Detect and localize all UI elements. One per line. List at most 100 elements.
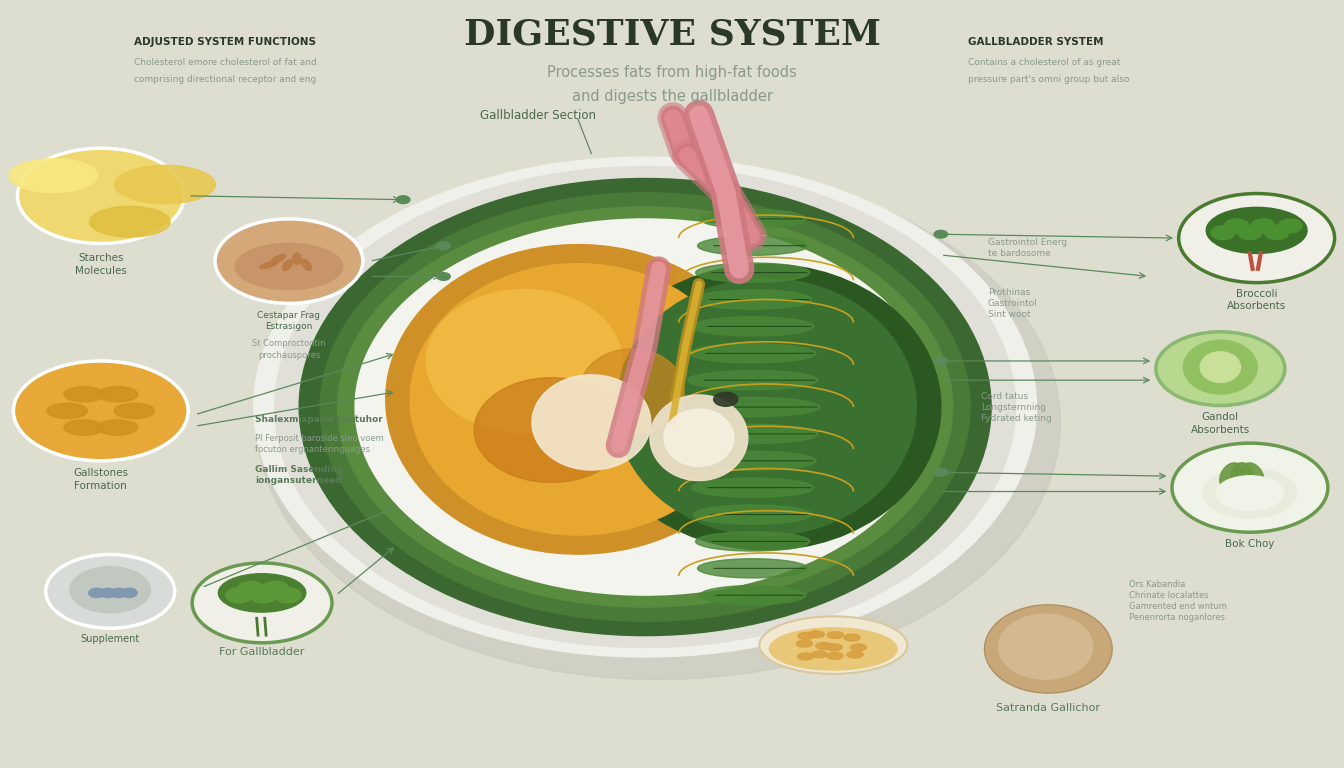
Text: Gallim Sasending
iongansuterneed: Gallim Sasending iongansuterneed — [255, 465, 344, 485]
Circle shape — [1172, 443, 1328, 532]
Ellipse shape — [616, 279, 917, 535]
Circle shape — [714, 392, 738, 406]
Text: St Comproctontin
prochauspores: St Comproctontin prochauspores — [253, 339, 325, 359]
Ellipse shape — [844, 633, 860, 640]
Text: Gandol
Absorbents: Gandol Absorbents — [1191, 412, 1250, 435]
Circle shape — [437, 242, 450, 250]
Text: Shalexmixparal contuhor: Shalexmixparal contuhor — [255, 415, 383, 424]
Ellipse shape — [1216, 476, 1284, 511]
Ellipse shape — [1183, 340, 1258, 394]
Text: Supplement: Supplement — [81, 634, 140, 644]
Circle shape — [1156, 332, 1285, 406]
Ellipse shape — [1207, 207, 1308, 253]
Ellipse shape — [798, 640, 814, 647]
Ellipse shape — [9, 159, 98, 193]
Circle shape — [46, 554, 175, 628]
Ellipse shape — [698, 559, 808, 578]
Ellipse shape — [833, 634, 849, 641]
Text: pressure part's omni group but also: pressure part's omni group but also — [968, 75, 1129, 84]
Ellipse shape — [694, 290, 812, 310]
Circle shape — [89, 588, 105, 598]
Ellipse shape — [1231, 462, 1253, 490]
Circle shape — [226, 588, 253, 603]
Ellipse shape — [386, 244, 770, 554]
Text: ADJUSTED SYSTEM FUNCTIONS: ADJUSTED SYSTEM FUNCTIONS — [134, 37, 316, 48]
Ellipse shape — [793, 652, 809, 659]
Ellipse shape — [282, 260, 293, 270]
Circle shape — [934, 357, 948, 365]
Ellipse shape — [1200, 352, 1241, 382]
Text: Gallstones
Formation: Gallstones Formation — [74, 468, 128, 491]
Text: Satranda Gallichor: Satranda Gallichor — [996, 703, 1101, 713]
FancyArrowPatch shape — [673, 118, 684, 151]
Circle shape — [99, 588, 116, 598]
Text: Cestapar Frag
Estrasigon: Cestapar Frag Estrasigon — [258, 311, 320, 331]
Ellipse shape — [90, 207, 171, 237]
Circle shape — [70, 567, 151, 613]
Ellipse shape — [410, 263, 746, 535]
Circle shape — [13, 361, 188, 461]
Ellipse shape — [691, 316, 813, 336]
Ellipse shape — [695, 532, 809, 551]
FancyArrowPatch shape — [687, 155, 724, 190]
Text: Starches
Molecules: Starches Molecules — [75, 253, 126, 276]
Ellipse shape — [301, 260, 312, 270]
Circle shape — [192, 563, 332, 643]
Ellipse shape — [579, 349, 684, 435]
Circle shape — [215, 219, 363, 303]
Text: Gastrointol Energ
te bardosome: Gastrointol Energ te bardosome — [988, 238, 1067, 258]
Ellipse shape — [63, 420, 103, 435]
Ellipse shape — [831, 649, 847, 656]
Text: Broccoli
Absorbents: Broccoli Absorbents — [1227, 289, 1286, 311]
Text: Cord tatus
Longsternning
Fydrated keting: Cord tatus Longsternning Fydrated keting — [981, 392, 1052, 423]
Ellipse shape — [114, 165, 215, 204]
Ellipse shape — [47, 403, 87, 419]
Ellipse shape — [848, 643, 864, 650]
Ellipse shape — [832, 643, 848, 650]
Ellipse shape — [271, 254, 285, 263]
Text: comprising directional receptor and eng: comprising directional receptor and eng — [134, 75, 317, 84]
Ellipse shape — [694, 505, 812, 525]
Text: Gallbladder Section: Gallbladder Section — [480, 109, 595, 121]
Ellipse shape — [759, 616, 907, 674]
Ellipse shape — [254, 157, 1036, 657]
FancyArrowPatch shape — [727, 194, 751, 236]
Ellipse shape — [114, 403, 155, 419]
Circle shape — [17, 148, 184, 243]
Circle shape — [1278, 219, 1302, 233]
Text: DIGESTIVE SYSTEM: DIGESTIVE SYSTEM — [464, 18, 880, 51]
Text: and digests the gallbladder: and digests the gallbladder — [571, 88, 773, 104]
Ellipse shape — [691, 478, 813, 498]
Ellipse shape — [808, 634, 824, 641]
Circle shape — [934, 230, 948, 238]
Ellipse shape — [769, 628, 898, 670]
Ellipse shape — [532, 375, 650, 470]
Circle shape — [238, 581, 265, 597]
Ellipse shape — [320, 193, 970, 621]
FancyArrowPatch shape — [727, 194, 751, 236]
Ellipse shape — [687, 425, 817, 444]
Ellipse shape — [337, 207, 953, 607]
Ellipse shape — [664, 409, 734, 466]
Ellipse shape — [218, 574, 305, 612]
Text: For Gallbladder: For Gallbladder — [219, 647, 305, 657]
Ellipse shape — [813, 650, 829, 657]
FancyArrowPatch shape — [687, 155, 724, 190]
Ellipse shape — [999, 614, 1093, 680]
Circle shape — [121, 588, 137, 598]
Ellipse shape — [689, 452, 816, 470]
Ellipse shape — [844, 651, 860, 658]
Ellipse shape — [687, 370, 817, 390]
Ellipse shape — [474, 378, 628, 482]
Ellipse shape — [1242, 463, 1263, 489]
Circle shape — [934, 468, 948, 476]
Text: Prothinas
Gastrointol
Sint woot: Prothinas Gastrointol Sint woot — [988, 288, 1038, 319]
Circle shape — [1238, 226, 1262, 240]
Ellipse shape — [650, 395, 747, 481]
Ellipse shape — [699, 209, 805, 229]
Circle shape — [262, 581, 289, 597]
Ellipse shape — [65, 386, 105, 402]
Circle shape — [1224, 219, 1249, 233]
Circle shape — [250, 588, 277, 603]
FancyArrowPatch shape — [727, 194, 751, 236]
